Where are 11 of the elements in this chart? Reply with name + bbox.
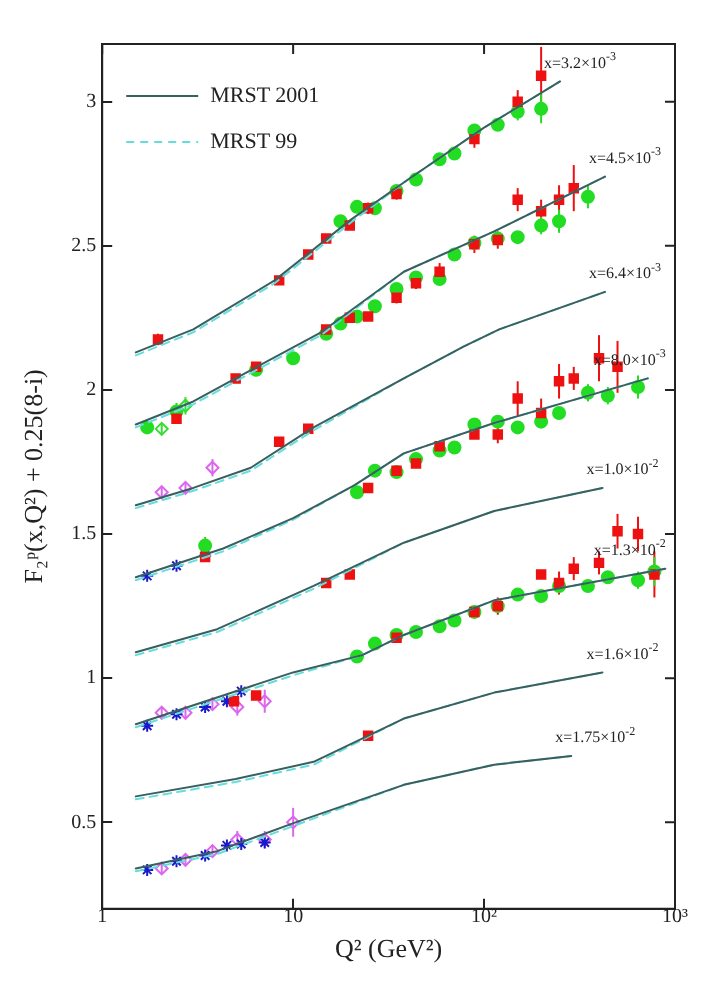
y-tick-label: 1.5: [71, 523, 97, 546]
y-tick-label: 0.5: [71, 811, 97, 834]
legend-label: MRST 99: [210, 129, 299, 154]
x-tick-label: 10³: [662, 906, 688, 929]
x-axis-title: Q² (GeV²): [334, 933, 443, 964]
y-tick-label: 2.5: [71, 235, 97, 258]
y-axis-title: F₂ᵖ(x,Q²) + 0.25(8-i): [18, 369, 49, 584]
y-tick-label: 1: [86, 667, 97, 690]
y-tick-label: 2: [86, 379, 97, 402]
legend-label: MRST 2001: [210, 83, 320, 108]
y-tick-label: 3: [86, 90, 97, 113]
